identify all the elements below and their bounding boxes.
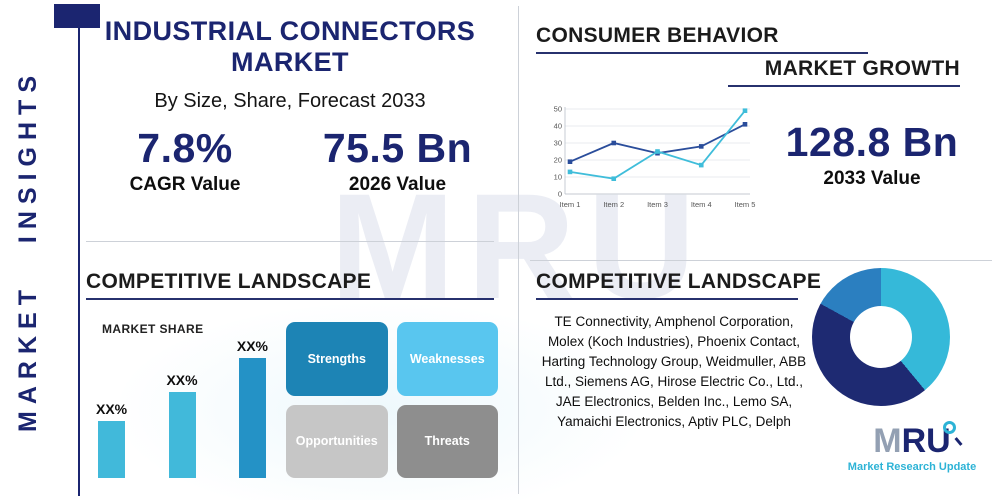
- corner-accent-block: [54, 4, 100, 28]
- light-blue-series-marker: [655, 149, 660, 154]
- value-2033-stat: 128.8 Bn 2033 Value: [772, 119, 972, 190]
- swot-threats: Threats: [396, 404, 498, 478]
- bar-3: [238, 358, 266, 478]
- x-tick-label: Item 2: [603, 200, 624, 209]
- line-chart: 0 10 20 30 40 50 Item 1 Item 2 Item 3 Item 4 Item …: [554, 105, 756, 209]
- x-tick-label: Item 5: [735, 200, 756, 209]
- value-2033: 128.8 Bn: [785, 119, 959, 165]
- bar-column-2: XX%: [166, 372, 198, 478]
- dark-blue-series-marker: [698, 144, 704, 149]
- divider-vertical-center: [518, 6, 519, 494]
- market-growth-underline: [728, 85, 960, 87]
- y-tick-label: 10: [554, 173, 562, 182]
- dark-blue-series-marker: [742, 122, 748, 127]
- bar-1: [98, 421, 126, 478]
- bar-2-label: XX%: [166, 372, 198, 388]
- light-blue-series-marker: [567, 169, 573, 175]
- light-blue-series-marker: [742, 108, 748, 113]
- light-blue-series-marker: [698, 162, 704, 168]
- dark-blue-series-marker: [611, 140, 617, 146]
- companies-list: TE Connectivity, Amphenol Corporation, M…: [541, 314, 807, 429]
- value-2026: 75.5 Bn: [322, 125, 473, 171]
- divider-horizontal-right: [530, 260, 992, 261]
- swot-strengths: Strengths: [286, 322, 388, 396]
- donut-hole: [850, 306, 912, 368]
- x-tick-label: Item 3: [647, 200, 668, 209]
- swot-opportunities: Opportunities: [286, 404, 388, 478]
- bar-column-3: XX%: [237, 338, 268, 478]
- value-2026-stat: 75.5 Bn 2026 Value: [300, 125, 495, 196]
- y-tick-label: 20: [554, 156, 562, 165]
- magnifier-handle-icon: [954, 437, 963, 446]
- label-2026: 2026 Value: [348, 174, 447, 196]
- section-competitive-landscape-right: COMPETITIVE LANDSCAPE: [536, 270, 822, 293]
- light-blue-series-marker: [611, 176, 617, 181]
- sidebar-vertical-line: [78, 4, 80, 496]
- brand-logo: MRU Market Research Update: [842, 421, 982, 473]
- light-blue-series-line: [569, 110, 746, 180]
- swot-weaknesses: Weaknesses: [396, 322, 498, 396]
- label-2033: 2033 Value: [823, 168, 921, 190]
- bar-3-label: XX%: [236, 338, 268, 354]
- competitive-landscape-right-underline: [536, 298, 798, 300]
- bar-column-1: XX%: [96, 401, 127, 478]
- donut-chart: [812, 268, 950, 406]
- logo-tagline: Market Research Update: [847, 461, 977, 473]
- consumer-behavior-underline: [536, 52, 868, 54]
- sidebar-title-wrap: MARKET INSIGHTS: [4, 40, 52, 460]
- section-consumer-behavior: CONSUMER BEHAVIOR: [536, 24, 779, 47]
- bar-2: [168, 392, 196, 478]
- cagr-stat: 7.8% CAGR Value: [100, 125, 270, 196]
- y-tick-label: 40: [554, 122, 562, 131]
- page-title: INDUSTRIAL CONNECTORS MARKET: [104, 16, 476, 77]
- divider-horizontal-left: [86, 241, 494, 242]
- sidebar-title: MARKET INSIGHTS: [13, 68, 42, 432]
- x-tick-label: Item 4: [691, 200, 712, 209]
- logo-letters: MRU: [873, 421, 963, 460]
- section-market-growth: MARKET GROWTH: [764, 57, 960, 80]
- swot-grid: Strengths Weaknesses Opportunities Threa…: [286, 322, 498, 478]
- y-tick-label: 0: [558, 190, 562, 199]
- logo-letter-m: M: [873, 422, 902, 460]
- cagr-value: 7.8%: [137, 125, 233, 171]
- page-subtitle: By Size, Share, Forecast 2033: [154, 90, 426, 112]
- magnifier-icon: [942, 421, 956, 434]
- section-competitive-landscape-left: COMPETITIVE LANDSCAPE: [86, 270, 372, 293]
- bar-1-label: XX%: [96, 401, 128, 417]
- y-tick-label: 50: [554, 105, 562, 114]
- market-share-bar-chart: XX% XX% XX%: [96, 330, 268, 478]
- market-share-chart-title: MARKET SHARE: [102, 322, 204, 336]
- y-tick-label: 30: [554, 139, 562, 148]
- cagr-label: CAGR Value: [129, 174, 241, 196]
- x-tick-label: Item 1: [560, 200, 581, 209]
- competitive-landscape-left-underline: [86, 298, 494, 300]
- background-watermark-text: MRU: [330, 162, 708, 330]
- logo-letter-r: R: [901, 422, 927, 460]
- dark-blue-series-marker: [567, 159, 573, 164]
